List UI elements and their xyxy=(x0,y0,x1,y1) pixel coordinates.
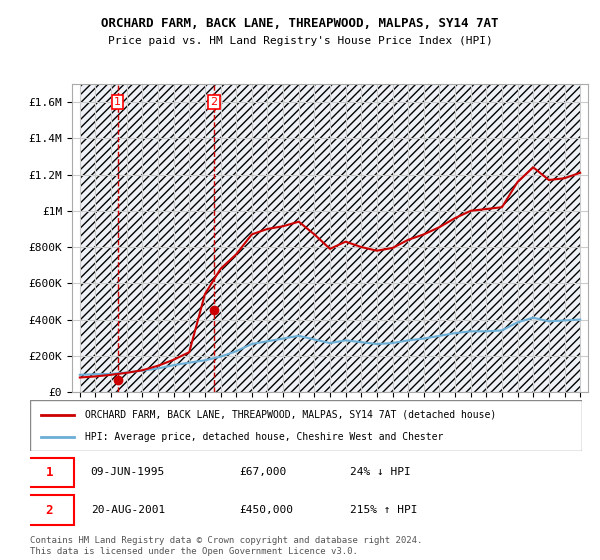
Text: 09-JUN-1995: 09-JUN-1995 xyxy=(91,468,165,478)
Text: 24% ↓ HPI: 24% ↓ HPI xyxy=(350,468,411,478)
FancyBboxPatch shape xyxy=(25,458,74,487)
Text: 1: 1 xyxy=(114,97,121,107)
Text: ORCHARD FARM, BACK LANE, THREAPWOOD, MALPAS, SY14 7AT: ORCHARD FARM, BACK LANE, THREAPWOOD, MAL… xyxy=(101,17,499,30)
Text: £450,000: £450,000 xyxy=(240,505,294,515)
Text: 2: 2 xyxy=(46,503,53,516)
Text: 20-AUG-2001: 20-AUG-2001 xyxy=(91,505,165,515)
Text: 2: 2 xyxy=(211,97,218,107)
Text: Contains HM Land Registry data © Crown copyright and database right 2024.: Contains HM Land Registry data © Crown c… xyxy=(30,536,422,545)
Text: ORCHARD FARM, BACK LANE, THREAPWOOD, MALPAS, SY14 7AT (detached house): ORCHARD FARM, BACK LANE, THREAPWOOD, MAL… xyxy=(85,409,496,419)
Text: HPI: Average price, detached house, Cheshire West and Chester: HPI: Average price, detached house, Ches… xyxy=(85,432,443,442)
Text: 215% ↑ HPI: 215% ↑ HPI xyxy=(350,505,418,515)
Text: £67,000: £67,000 xyxy=(240,468,287,478)
Text: This data is licensed under the Open Government Licence v3.0.: This data is licensed under the Open Gov… xyxy=(30,548,358,557)
FancyBboxPatch shape xyxy=(25,495,74,525)
Text: 1: 1 xyxy=(46,466,53,479)
FancyBboxPatch shape xyxy=(30,400,582,451)
Text: Price paid vs. HM Land Registry's House Price Index (HPI): Price paid vs. HM Land Registry's House … xyxy=(107,36,493,46)
